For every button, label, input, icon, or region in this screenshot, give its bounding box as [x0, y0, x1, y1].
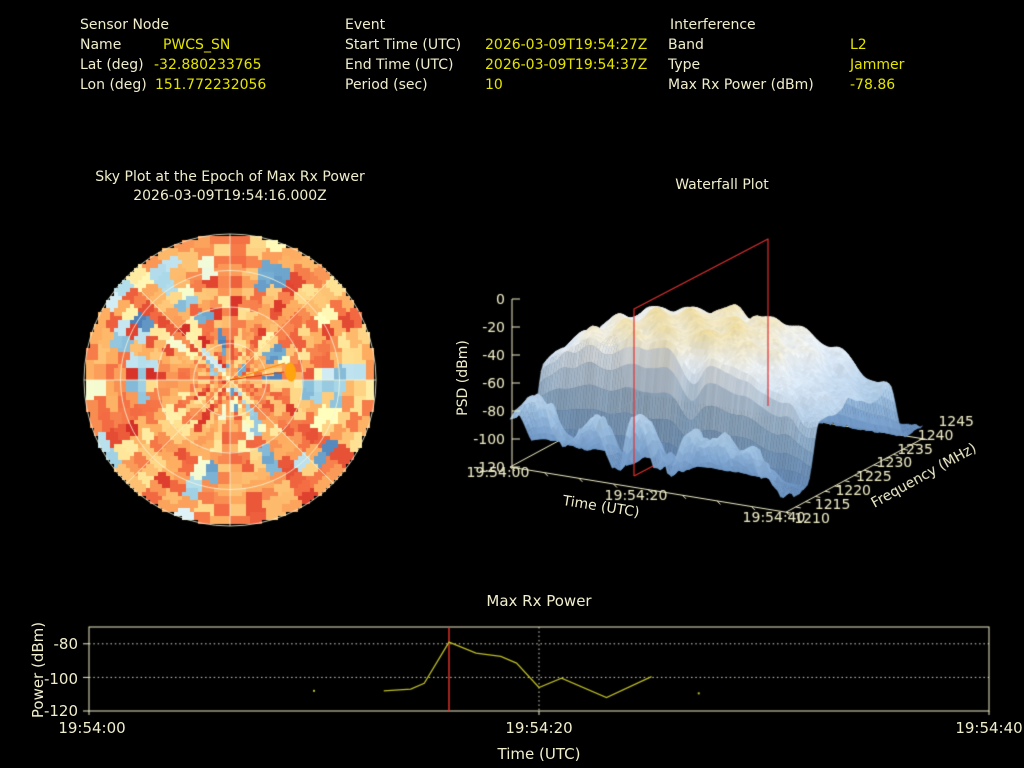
sensor-name-value: PWCS_SN [163, 37, 231, 53]
sky-plot-title: Sky Plot at the Epoch of Max Rx Power [95, 169, 365, 185]
sensor-lon-label: Lon (deg) [80, 77, 147, 93]
event-start-value: 2026-03-09T19:54:27Z [485, 37, 648, 53]
power-xtick-20: 19:54:20 [505, 719, 573, 737]
sensor-name-label: Name [80, 37, 122, 53]
sensor-lat-value: -32.880233765 [154, 57, 262, 73]
interference-title: Interference [670, 17, 756, 33]
sensor-lat-label: Lat (deg) [80, 57, 144, 73]
sensor-lon-value: 151.772232056 [155, 77, 267, 93]
event-title: Event [345, 17, 386, 33]
waterfall-psd-axis-label: PSD (dBm) [455, 340, 471, 416]
power-time-axis-label: Time (UTC) [497, 745, 581, 763]
max-rx-power-canvas [0, 588, 1024, 768]
sky-plot-subtitle: 2026-03-09T19:54:16.000Z [133, 188, 327, 204]
interference-band-label: Band [668, 37, 704, 53]
power-xtick-40: 19:54:40 [955, 719, 1023, 737]
event-period-value: 10 [485, 77, 503, 93]
sensor-node-title: Sensor Node [80, 17, 169, 33]
power-xtick-0: 19:54:00 [58, 719, 126, 737]
event-end-value: 2026-03-09T19:54:37Z [485, 57, 648, 73]
event-start-label: Start Time (UTC) [345, 37, 462, 53]
power-ytick--120: -120 [43, 702, 78, 720]
header: Sensor Node Name PWCS_SN Lat (deg) -32.8… [0, 0, 1024, 110]
waterfall-canvas [430, 225, 1024, 545]
event-end-label: End Time (UTC) [345, 57, 454, 73]
interference-maxrx-value: -78.86 [850, 77, 896, 93]
event-period-label: Period (sec) [345, 77, 428, 93]
interference-type-label: Type [668, 57, 701, 73]
power-ytick--80: -80 [53, 635, 79, 653]
interference-type-value: Jammer [850, 57, 905, 73]
power-ytick--100: -100 [43, 670, 78, 688]
interference-maxrx-label: Max Rx Power (dBm) [668, 77, 814, 93]
interference-band-value: L2 [850, 37, 867, 53]
sky-plot-canvas [70, 220, 390, 540]
waterfall-title: Waterfall Plot [675, 177, 769, 193]
